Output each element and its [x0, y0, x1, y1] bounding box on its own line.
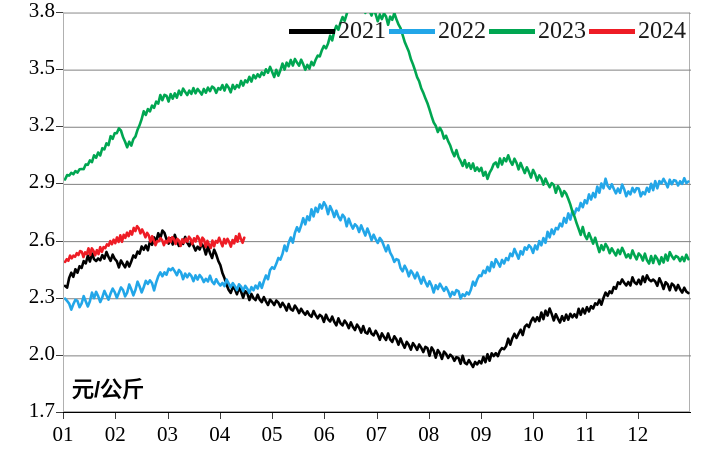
x-axis-tick-mark	[272, 412, 273, 419]
y-axis-tick-mark	[56, 412, 63, 413]
legend-item-2024[interactable]: 2024	[586, 18, 686, 45]
x-axis-tick-mark	[324, 412, 326, 419]
legend-item-2021[interactable]: 2021	[286, 18, 386, 45]
x-axis-tick-label: 03	[157, 422, 178, 446]
series-line-2023	[64, 13, 690, 266]
legend-swatch-icon	[489, 29, 535, 34]
x-axis-tick-label: 06	[313, 422, 335, 446]
x-axis-tick-label: 05	[261, 422, 283, 446]
y-axis-tick-label: 2.6	[28, 226, 55, 251]
legend-swatch-icon	[389, 29, 435, 34]
series-canvas	[64, 13, 691, 369]
legend-label: 2024	[638, 18, 686, 44]
x-axis-tick-label: 04	[209, 422, 231, 446]
y-axis-tick-mark	[56, 183, 63, 185]
y-axis-tick-mark	[56, 126, 63, 128]
y-axis-tick-label: 1.7	[28, 398, 55, 422]
series-line-2024	[64, 224, 246, 264]
x-axis-tick-label: 12	[627, 422, 649, 446]
series-lines	[64, 13, 690, 369]
legend-swatch-icon	[289, 29, 335, 34]
x-axis-tick-label: 02	[104, 422, 126, 446]
y-axis-tick-mark	[56, 354, 63, 356]
x-axis-tick-mark	[219, 412, 221, 419]
x-axis-line	[63, 412, 691, 413]
y-axis-tick-label: 3.8	[28, 0, 55, 22]
x-axis-tick-label: 11	[575, 422, 596, 446]
y-axis-tick-label: 3.5	[28, 55, 55, 80]
gridlines	[64, 13, 691, 357]
plot-area	[63, 12, 691, 412]
x-axis-tick-label: 01	[52, 422, 74, 446]
legend-swatch-icon	[589, 29, 635, 34]
x-axis-tick-label: 08	[418, 422, 440, 446]
x-axis-tick-label: 07	[366, 422, 387, 446]
x-axis-tick-label: 09	[470, 422, 492, 446]
x-axis-tick-mark	[63, 412, 64, 419]
unit-label: 元/公斤	[72, 377, 145, 402]
x-axis-tick-mark	[481, 412, 482, 419]
x-axis-tick-mark	[115, 412, 117, 419]
chart-legend: 2021 2022 2023 2024	[286, 18, 686, 45]
x-axis-tick-mark	[637, 412, 639, 419]
legend-item-2022[interactable]: 2022	[386, 18, 486, 45]
y-axis-tick-label: 2.3	[28, 283, 55, 308]
y-axis-tick-mark	[56, 12, 63, 13]
x-axis-tick-mark	[585, 412, 587, 419]
y-axis-tick-label: 2.0	[28, 340, 55, 365]
series-line-2021	[64, 229, 690, 369]
legend-label: 2021	[338, 18, 386, 44]
y-axis-tick-mark	[56, 240, 63, 242]
x-axis-tick-mark	[167, 412, 169, 419]
x-axis-tick-mark	[533, 412, 535, 419]
legend-item-2023[interactable]: 2023	[486, 18, 586, 45]
x-axis-tick-label: 10	[522, 422, 544, 446]
x-axis-tick-mark	[376, 412, 378, 419]
y-axis-tick-mark	[56, 69, 63, 71]
legend-label: 2022	[438, 18, 486, 44]
y-axis-tick-mark	[56, 297, 63, 299]
legend-label: 2023	[538, 18, 586, 44]
x-axis-tick-mark	[428, 412, 430, 419]
y-axis-tick-label: 3.2	[28, 112, 55, 137]
series-line-2022	[64, 176, 690, 311]
y-axis-tick-label: 2.9	[28, 169, 55, 194]
